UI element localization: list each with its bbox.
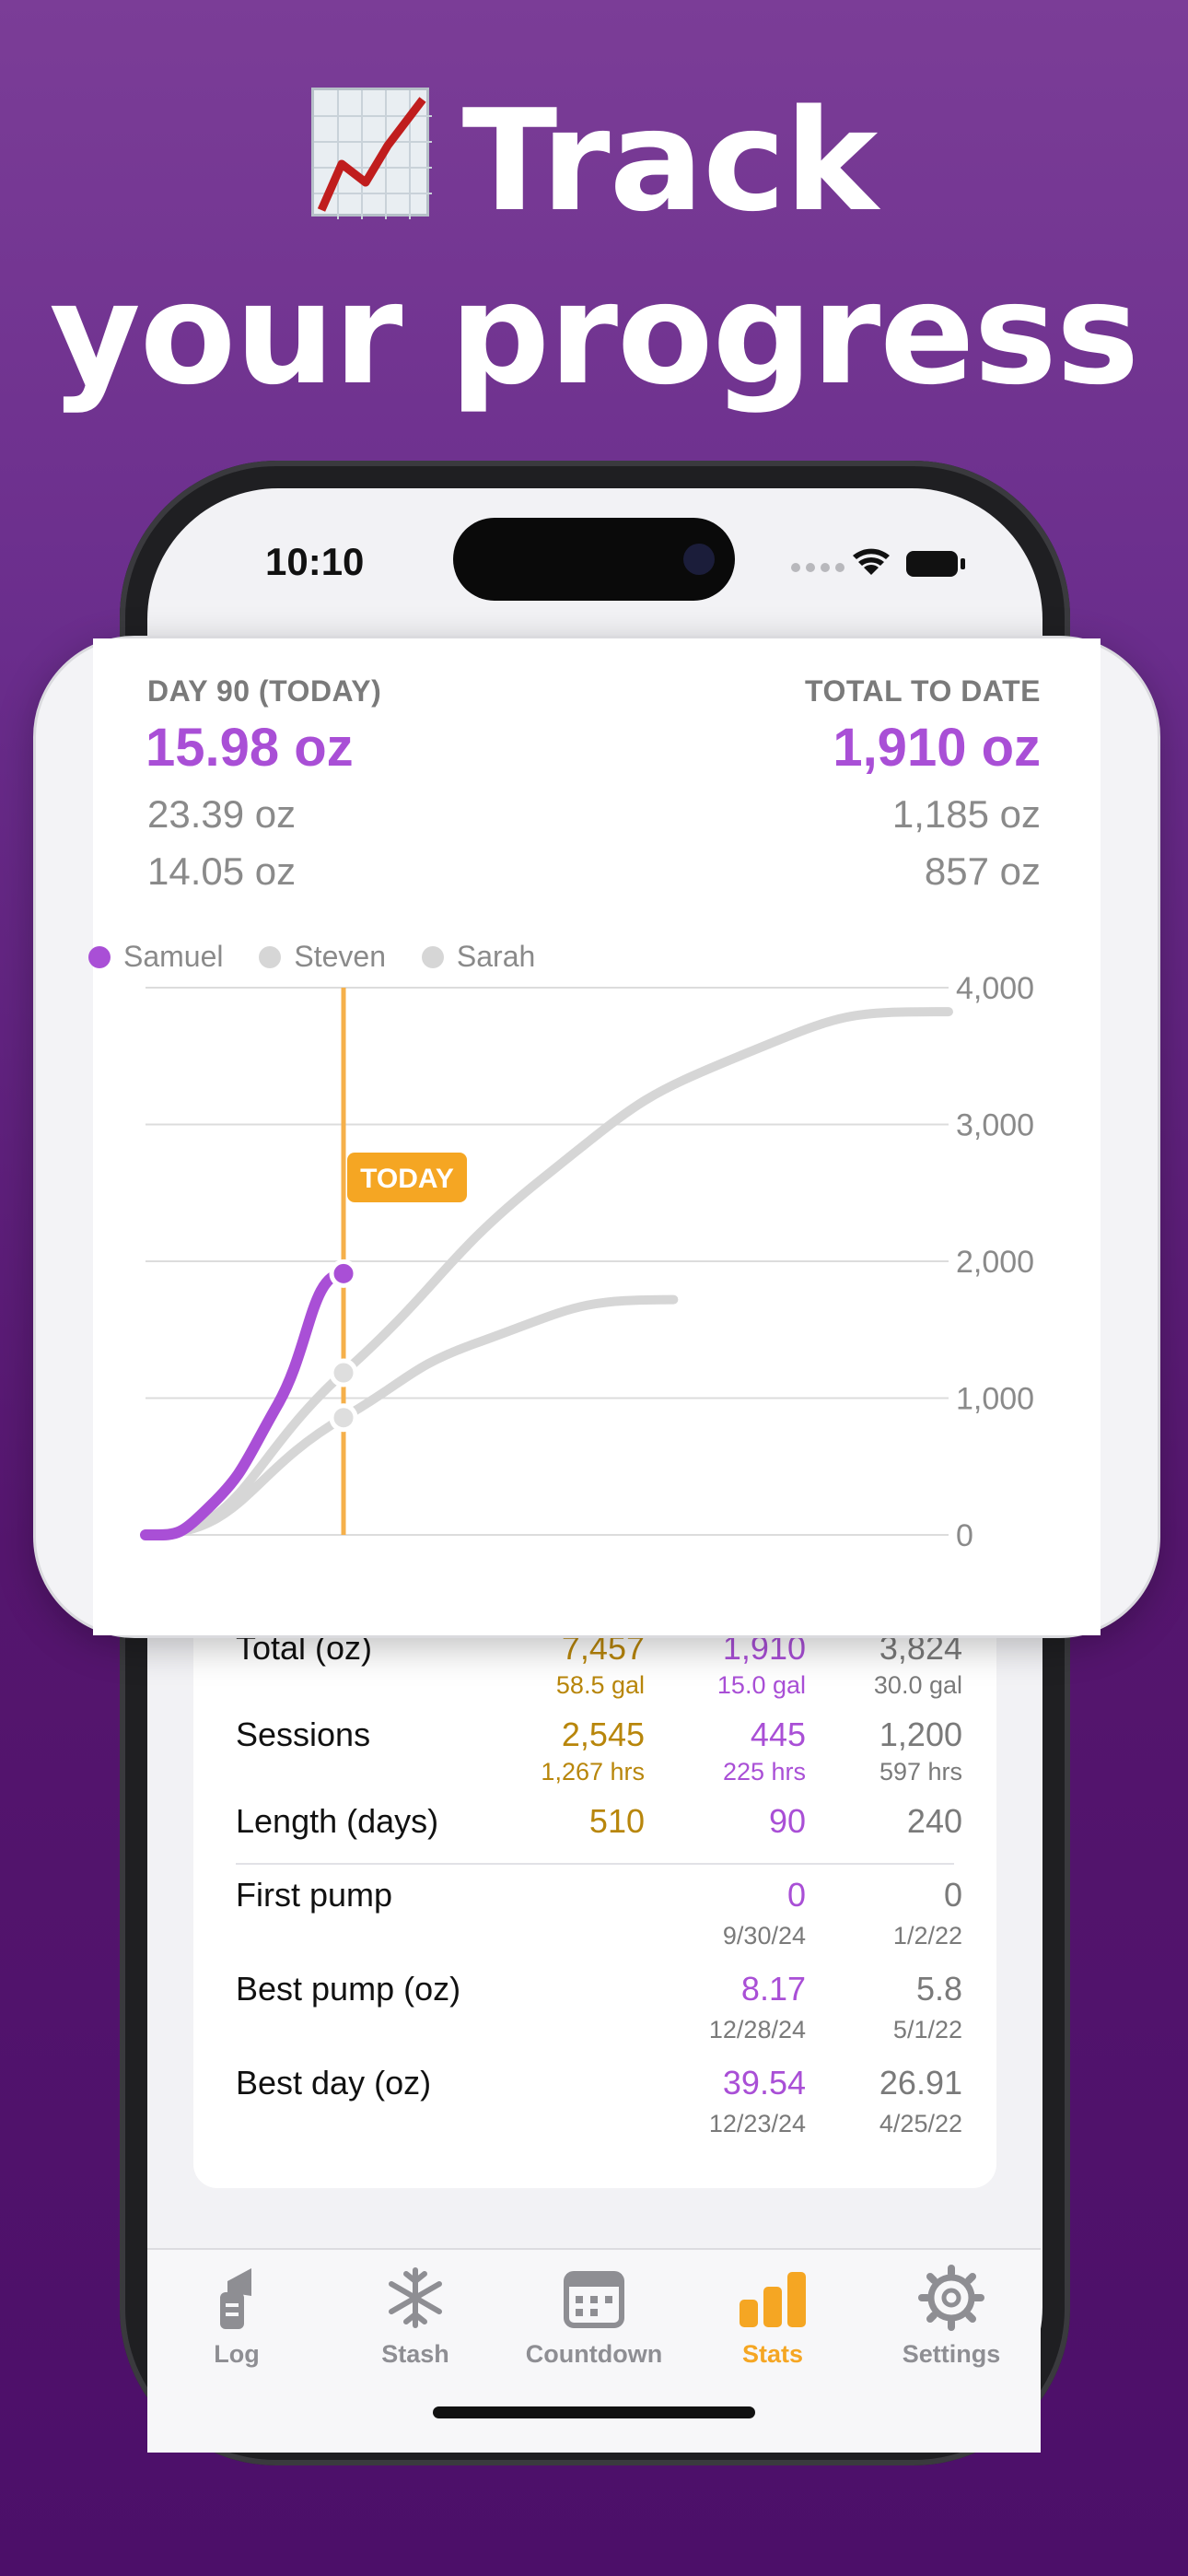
tab-label: Stats [741, 2340, 804, 2368]
series-line-sarah [141, 1294, 679, 1540]
sub-value-all: 58.5 gal [555, 1671, 645, 1699]
today-badge [347, 1153, 468, 1202]
row-label: Best day (oz) [236, 2064, 432, 2102]
today-point-sarah [329, 1403, 358, 1433]
value-samuel: 0 [786, 1876, 806, 1914]
status-icons [786, 544, 971, 580]
day-secondary-value: 23.39 oz [147, 792, 297, 836]
y-tick-label: 0 [956, 1518, 973, 1553]
camera-lens-icon [683, 544, 715, 575]
headline-title: Track [461, 79, 879, 242]
tab-stats[interactable]: Stats [683, 2261, 862, 2369]
sub-value-steven: 1/2/22 [892, 1922, 962, 1950]
sub-value-all: 1,267 hrs [541, 1758, 645, 1786]
row-label: Length (days) [236, 1802, 439, 1840]
legend-item-steven: Steven [259, 940, 386, 974]
headline-line1: Track [0, 74, 1188, 249]
total-header: TOTAL TO DATE [805, 674, 1041, 708]
legend-dot-icon [421, 946, 444, 968]
legend-item-sarah: Sarah [421, 940, 536, 974]
pump-icon [200, 2261, 274, 2335]
tab-stash[interactable]: Stash [326, 2261, 505, 2369]
sub-value-steven: 5/1/22 [892, 2016, 962, 2043]
today-badge-label: TODAY [360, 1164, 454, 1194]
y-tick-label: 1,000 [956, 1382, 1034, 1417]
tab-settings[interactable]: Settings [862, 2261, 1041, 2369]
value-samuel: 445 [750, 1715, 806, 1753]
divider [236, 1863, 954, 1865]
signal-icon [791, 563, 844, 572]
legend-item-samuel: Samuel [88, 940, 224, 974]
sub-value-samuel: 12/23/24 [708, 2110, 806, 2137]
gear-icon [914, 2261, 988, 2335]
value-steven: 5.8 [915, 1970, 962, 2008]
value-steven: 240 [906, 1802, 962, 1840]
legend-label: Samuel [123, 940, 224, 973]
total-tertiary-value: 857 oz [924, 849, 1041, 893]
legend-label: Sarah [456, 940, 536, 973]
row-label: Sessions [236, 1715, 371, 1753]
tab-label: Stash [381, 2340, 449, 2368]
bar-chart-icon [736, 2261, 809, 2335]
total-primary-value: 1,910 oz [833, 718, 1041, 778]
value-samuel: 90 [768, 1802, 806, 1840]
battery-icon [906, 551, 965, 577]
today-point-steven [329, 1358, 358, 1388]
value-steven: 1,200 [879, 1715, 962, 1753]
tab-log[interactable]: Log [147, 2261, 326, 2369]
tab-label: Log [214, 2340, 260, 2368]
tab-label: Settings [902, 2340, 1001, 2368]
chart-increasing-icon [310, 88, 432, 219]
chart-legend: Samuel Steven Sarah [88, 940, 563, 974]
today-point-samuel [329, 1259, 358, 1288]
tab-countdown[interactable]: Countdown [505, 2261, 683, 2369]
wifi-icon [853, 548, 890, 575]
sub-value-steven: 30.0 gal [873, 1671, 962, 1699]
sub-value-samuel: 225 hrs [722, 1758, 806, 1786]
calendar-icon [557, 2261, 631, 2335]
y-tick-label: 2,000 [956, 1245, 1034, 1280]
value-samuel: 8.17 [740, 1970, 806, 2008]
day-header: DAY 90 (TODAY) [147, 674, 382, 708]
value-steven: 0 [943, 1876, 962, 1914]
sub-value-samuel: 9/30/24 [722, 1922, 806, 1950]
sub-value-samuel: 15.0 gal [716, 1671, 806, 1699]
stats-table: Total (oz) 7,457 58.5 gal 1,910 15.0 gal… [193, 1612, 996, 2188]
value-samuel: 39.54 [722, 2064, 806, 2102]
total-secondary-value: 1,185 oz [891, 792, 1041, 836]
dynamic-island [453, 518, 735, 601]
series-line-steven [141, 1007, 953, 1540]
legend-dot-icon [259, 946, 282, 968]
sub-value-steven: 4/25/22 [879, 2110, 962, 2137]
legend-dot-icon [88, 946, 111, 968]
snowflake-icon [379, 2261, 452, 2335]
day-primary-value: 15.98 oz [146, 718, 354, 778]
value-steven: 26.91 [879, 2064, 962, 2102]
home-indicator [433, 2406, 755, 2418]
value-all: 510 [588, 1802, 645, 1840]
tab-bar: Log Stash Countdown Stats Settings [147, 2248, 1041, 2453]
sub-value-steven: 597 hrs [879, 1758, 962, 1786]
headline-line2: your progress [49, 252, 1140, 416]
sub-value-samuel: 12/28/24 [708, 2016, 806, 2043]
y-tick-label: 4,000 [956, 971, 1034, 1006]
y-tick-label: 3,000 [956, 1108, 1034, 1143]
day-tertiary-value: 14.05 oz [147, 849, 297, 893]
legend-label: Steven [294, 940, 387, 973]
row-label: First pump [236, 1876, 393, 1914]
row-label: Best pump (oz) [236, 1970, 461, 2008]
value-all: 2,545 [561, 1715, 645, 1753]
series-line-samuel [140, 1268, 350, 1541]
status-time: 10:10 [265, 540, 365, 583]
tab-label: Countdown [525, 2340, 663, 2368]
